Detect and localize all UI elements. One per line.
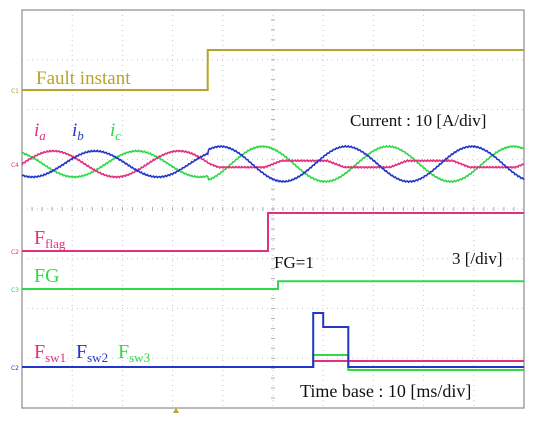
channel-marker: C1 bbox=[11, 88, 19, 95]
plot-border bbox=[21, 9, 525, 409]
fg-value-label: FG=1 bbox=[274, 253, 314, 272]
fault-instant-label: Fault instant bbox=[36, 68, 131, 89]
trace-ib bbox=[21, 144, 525, 184]
trigger-marker bbox=[173, 408, 179, 413]
channel-marker: C4 bbox=[11, 162, 19, 169]
channel-marker: C3 bbox=[11, 287, 19, 294]
trace-fflag bbox=[22, 212, 524, 252]
channel-markers: C1 C4 C2 C3 C2 bbox=[11, 88, 19, 372]
flag-scale-label: 3 [/div] bbox=[452, 249, 503, 268]
legend-ic: ic bbox=[110, 120, 121, 143]
time-base-label: Time base : 10 [ms/div] bbox=[300, 381, 471, 401]
trace-fg bbox=[22, 280, 524, 290]
channel-marker: C2 bbox=[11, 249, 19, 256]
current-scale-label: Current : 10 [A/div] bbox=[350, 111, 486, 130]
channel-marker: C2 bbox=[11, 365, 19, 372]
legend-fg: FG bbox=[34, 265, 60, 287]
graticule bbox=[21, 9, 525, 409]
trace-fault-instant bbox=[22, 49, 524, 91]
trace-ic bbox=[21, 144, 525, 184]
trace-ia bbox=[21, 149, 525, 179]
trace-layer bbox=[21, 49, 525, 371]
plot-frame bbox=[21, 9, 525, 409]
trace-fsw2 bbox=[22, 312, 524, 368]
